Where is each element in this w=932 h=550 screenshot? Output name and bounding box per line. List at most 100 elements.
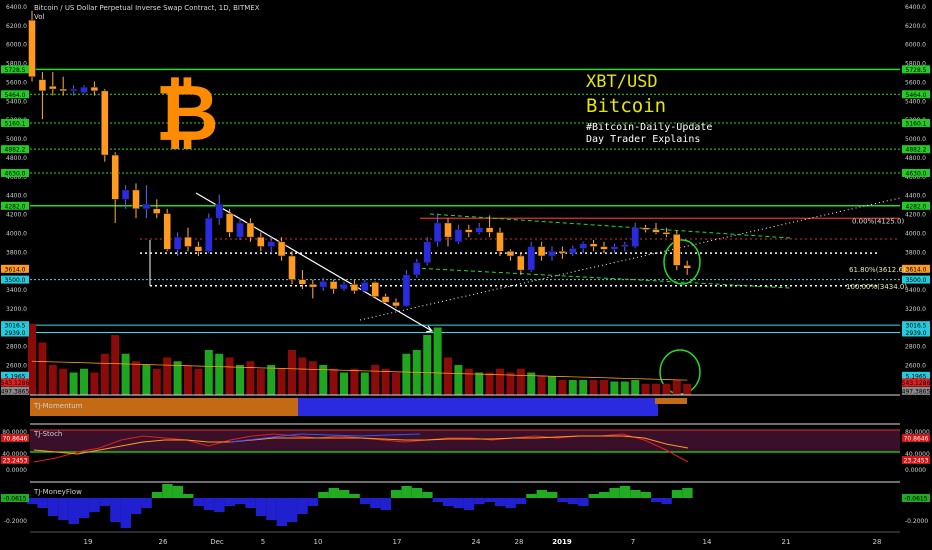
candle-body xyxy=(329,281,338,290)
stoch-tick-left: 0.0000 xyxy=(6,467,27,474)
moneyflow-bar xyxy=(58,498,69,520)
candle-body xyxy=(121,189,130,200)
moneyflow-bar xyxy=(661,498,672,504)
volume-bar xyxy=(652,383,660,395)
level-tag xyxy=(902,264,930,273)
volume-bar xyxy=(288,350,296,395)
moneyflow-bar xyxy=(349,494,360,498)
volume-bar xyxy=(464,368,473,395)
level-tag xyxy=(1,118,29,127)
candle-body xyxy=(527,246,535,271)
volume-bar xyxy=(132,361,140,395)
volume-bar xyxy=(433,327,442,395)
price-tick-right: 6000.0 xyxy=(905,42,926,49)
volume-bar xyxy=(48,365,57,395)
moneyflow-bar xyxy=(27,498,38,504)
stoch-tick-left: 80.0000 xyxy=(2,429,27,436)
level-tag-text: 3614.0 xyxy=(906,266,927,273)
hashtag-annotation: #Bitcoin-Daily-Update xyxy=(586,122,713,133)
volume-bar xyxy=(277,368,286,395)
moneyflow-bar xyxy=(422,492,433,498)
time-tick: 5 xyxy=(261,538,265,546)
volume-bar xyxy=(256,368,265,395)
volume-bar xyxy=(631,380,640,395)
price-tick-right: 4400.0 xyxy=(905,193,926,200)
moneyflow-bar xyxy=(640,492,651,498)
volume-bar xyxy=(600,380,608,395)
level-tag-text: 5464.0 xyxy=(906,92,927,99)
candle-body xyxy=(506,251,515,257)
time-tick: 21 xyxy=(782,538,791,546)
volume-bar xyxy=(527,372,536,395)
time-tick: 14 xyxy=(703,538,712,546)
volume-bar xyxy=(496,368,504,395)
volume-bar xyxy=(38,342,47,395)
moneyflow-bar xyxy=(37,498,48,508)
volume-bar xyxy=(454,365,463,395)
candle-body xyxy=(257,236,265,247)
time-tick: 24 xyxy=(472,538,481,546)
volume-bar xyxy=(683,383,692,395)
moneyflow-bar xyxy=(110,498,121,522)
price-tick-left: 5400.0 xyxy=(6,98,27,105)
level-tag xyxy=(1,264,29,273)
candle-body xyxy=(454,229,463,243)
candle-body xyxy=(558,251,567,254)
level-tag xyxy=(1,386,29,395)
level-tag xyxy=(902,145,930,154)
candle-body xyxy=(350,284,359,292)
candle-body xyxy=(371,282,379,297)
level-tag xyxy=(902,328,930,337)
stoch-tag xyxy=(902,456,930,464)
price-tick-left: 6400.0 xyxy=(6,4,27,11)
price-tick-right: 3200.0 xyxy=(905,306,926,313)
level-tag xyxy=(902,275,930,284)
level-tag xyxy=(902,168,930,177)
candle-body xyxy=(361,282,369,292)
candle-body xyxy=(194,246,203,252)
moneyflow-bar xyxy=(453,498,464,508)
moneyflow-bar xyxy=(401,486,412,498)
level-tag xyxy=(1,371,29,380)
level-tag-text: 2939.0 xyxy=(906,330,927,337)
stoch-tag xyxy=(902,434,930,442)
time-tick: 28 xyxy=(873,538,882,546)
level-tag-text: 3016.5 xyxy=(5,323,26,330)
volume-bar xyxy=(121,353,130,395)
volume-bar xyxy=(537,376,546,395)
volume-bar xyxy=(610,381,619,395)
candle-body xyxy=(28,19,36,77)
candle-body xyxy=(309,284,317,288)
price-tick-right: 2800.0 xyxy=(905,344,926,351)
time-tick: Dec xyxy=(210,538,224,546)
candle-body xyxy=(662,232,671,235)
volume-bar xyxy=(142,365,151,395)
level-tag xyxy=(1,65,29,74)
moneyflow-bar xyxy=(89,498,100,512)
price-tick-right: 4600.0 xyxy=(905,174,926,181)
time-tick: 17 xyxy=(393,538,402,546)
candle-body xyxy=(537,246,546,257)
level-tag xyxy=(1,378,29,387)
moneyflow-bar xyxy=(609,488,620,498)
stoch-tick-right: 40.0000 xyxy=(905,451,930,458)
stoch-blue-line xyxy=(229,433,421,443)
moneyflow-bar xyxy=(411,488,423,498)
candle-body xyxy=(673,234,681,266)
stoch-tick-right: 0.0000 xyxy=(905,467,926,474)
candle-body xyxy=(548,251,556,257)
volume-bar xyxy=(267,365,276,395)
moneyflow-bar xyxy=(443,498,454,506)
candle-body xyxy=(433,222,442,243)
moneyflow-bar xyxy=(328,488,339,498)
price-tick-left: 4600.0 xyxy=(6,174,27,181)
moneyflow-bar xyxy=(276,498,287,526)
moneyflow-bar xyxy=(203,498,215,510)
price-tick-right: 3400.0 xyxy=(905,287,926,294)
level-tag-text: 4882.2 xyxy=(906,147,927,154)
moneyflow-bar xyxy=(547,492,558,498)
momentum-label: TJ-Momentum xyxy=(34,402,83,410)
price-axes: 6400.0 6400.0 6200.0 6200.0 6000.0 6000.0 5800… xyxy=(1,4,931,395)
time-axis: 19 26 Dec 5 10 17 24 28 2019 7 14 21 28 xyxy=(84,538,882,546)
